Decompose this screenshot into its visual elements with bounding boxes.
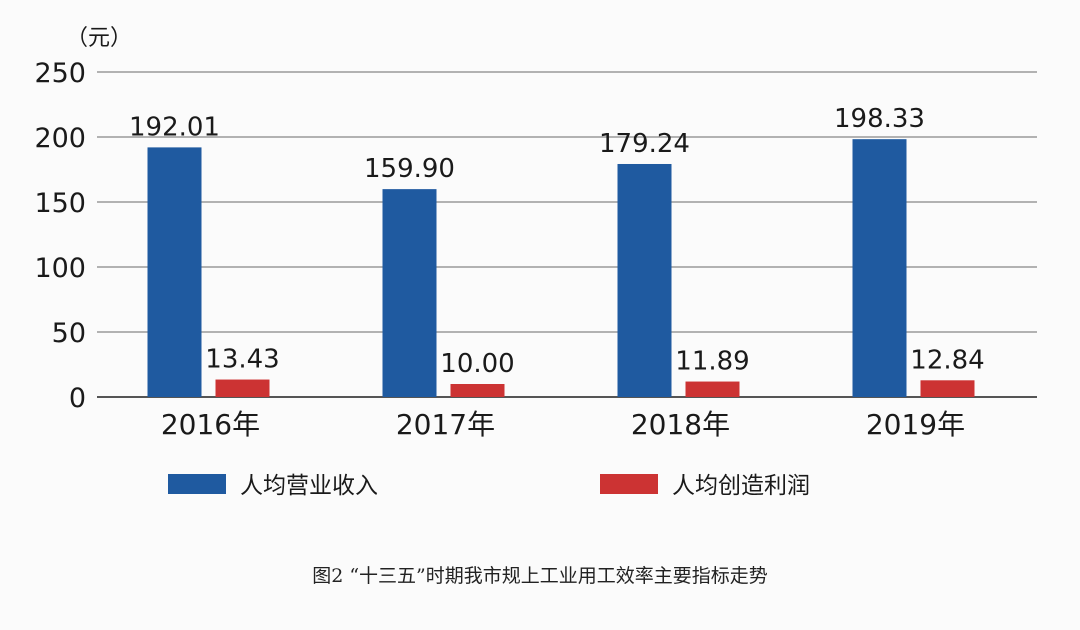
bars xyxy=(147,139,975,397)
x-tick-label: 2019年 xyxy=(866,408,965,441)
x-tick-label: 2016年 xyxy=(161,408,260,441)
legend-swatch-revenue xyxy=(168,474,226,494)
y-axis-unit-label: （元） xyxy=(66,26,132,51)
revenue-bar xyxy=(852,139,907,397)
data-label: 12.84 xyxy=(910,345,984,375)
y-tick-label: 200 xyxy=(34,123,86,154)
data-label: 11.89 xyxy=(675,347,749,377)
profit-bar xyxy=(450,384,505,397)
revenue-bar xyxy=(617,163,672,397)
y-tick-label: 150 xyxy=(34,188,86,219)
y-tick-label: 0 xyxy=(69,383,86,414)
revenue-bar xyxy=(382,189,437,397)
data-labels: 192.01 13.43 159.90 10.00 179.24 11.89 198.33 1… xyxy=(129,104,985,379)
data-label: 179.24 xyxy=(599,129,690,159)
profit-bar xyxy=(215,379,270,397)
profit-bar xyxy=(685,381,740,397)
data-label: 192.01 xyxy=(129,112,220,142)
figure-caption: 图2 “十三五”时期我市规上工业用工效率主要指标走势 xyxy=(312,565,768,587)
y-tick-label: 50 xyxy=(52,318,86,349)
x-tick-label: 2018年 xyxy=(631,408,730,441)
profit-bar xyxy=(920,380,975,397)
data-label: 10.00 xyxy=(440,349,514,379)
y-tick-label: 100 xyxy=(34,253,86,284)
legend-swatch-profit xyxy=(600,474,658,494)
x-tick-label: 2017年 xyxy=(396,408,495,441)
legend: 人均营业收入 人均创造利润 xyxy=(168,473,810,499)
y-axis-tick-labels: 0 50 100 150 200 250 xyxy=(34,58,86,414)
x-axis-tick-labels: 2016年 2017年 2018年 2019年 xyxy=(161,408,965,441)
data-label: 13.43 xyxy=(205,345,279,375)
y-tick-label: 250 xyxy=(34,58,86,89)
legend-label-profit: 人均创造利润 xyxy=(672,473,810,499)
data-label: 198.33 xyxy=(834,104,925,134)
revenue-bar xyxy=(147,147,202,397)
legend-label-revenue: 人均营业收入 xyxy=(240,473,378,499)
data-label: 159.90 xyxy=(364,154,455,184)
